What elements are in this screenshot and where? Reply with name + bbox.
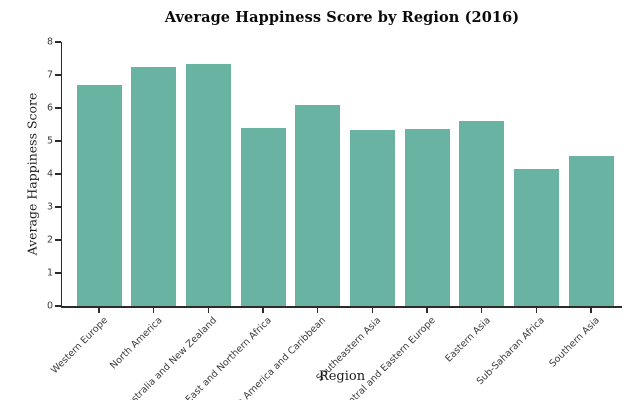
chart-title: Average Happiness Score by Region (2016) — [164, 9, 520, 26]
x-tick-mark — [590, 307, 592, 313]
y-tick-label-text: 3 — [46, 201, 53, 213]
x-tick-mark — [207, 307, 209, 313]
y-tick-mark — [55, 107, 61, 109]
x-tick-mark — [317, 307, 319, 313]
x-tick-label-text: North America — [108, 315, 165, 372]
bar — [76, 85, 122, 306]
x-tick-label-text: Central and Eastern Europe — [337, 315, 438, 400]
x-tick-label-text: Western Europe — [48, 315, 110, 377]
y-tick-label-text: 5 — [46, 135, 53, 147]
y-tick-mark — [55, 272, 61, 274]
x-tick-mark — [98, 307, 100, 313]
plot-area: 0 1 2 3 4 5 6 7 8 Western Europe North America Aust… — [47, 37, 622, 400]
x-tick-mark — [535, 307, 537, 313]
y-tick-label-text: 0 — [46, 300, 53, 312]
y-tick-label-text: 4 — [46, 168, 53, 180]
x-tick-mark — [262, 307, 264, 313]
bar — [349, 129, 395, 306]
bar — [185, 64, 231, 306]
x-tick-mark — [371, 307, 373, 313]
x-tick-mark — [153, 307, 155, 313]
y-tick-mark — [55, 173, 61, 175]
y-tick-label-text: 7 — [46, 69, 53, 81]
x-tick-mark — [481, 307, 483, 313]
y-tick-mark — [55, 41, 61, 43]
bar — [295, 104, 341, 306]
y-tick-mark — [55, 239, 61, 241]
x-tick-label-text: Southern Asia — [547, 315, 602, 370]
y-tick-mark — [55, 74, 61, 76]
y-tick-label-text: 1 — [46, 267, 53, 279]
y-tick-mark — [55, 305, 61, 307]
y-axis-line — [60, 42, 62, 308]
bar — [240, 128, 286, 306]
x-tick-label-text: Eastern Asia — [442, 315, 493, 365]
x-tick-mark — [426, 307, 428, 313]
bar — [513, 169, 559, 306]
bar — [459, 120, 505, 306]
bar — [404, 128, 450, 306]
x-axis-line — [60, 306, 622, 308]
y-tick-mark — [55, 140, 61, 142]
bar — [568, 155, 614, 306]
y-tick-label-text: 2 — [46, 234, 53, 246]
x-axis-title: Region — [318, 369, 366, 384]
y-tick-mark — [55, 206, 61, 208]
y-tick-label-text: 6 — [46, 102, 53, 114]
y-axis-title-text: Average Happiness Score — [24, 92, 40, 256]
bar — [131, 66, 177, 306]
y-tick-label-text: 8 — [46, 36, 53, 48]
